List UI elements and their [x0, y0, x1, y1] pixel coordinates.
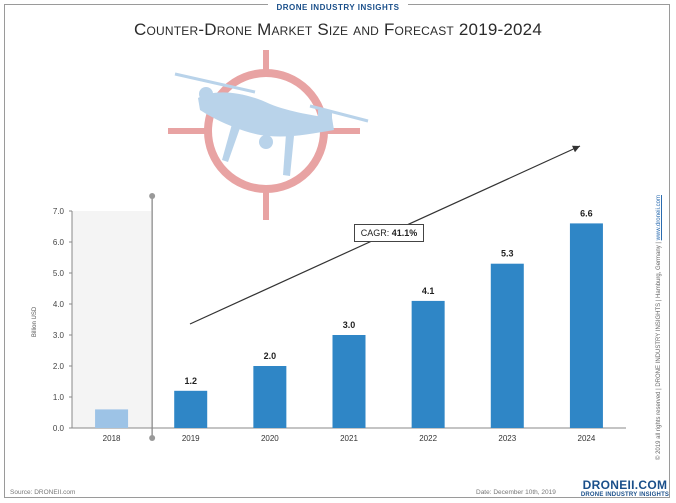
x-tick-label: 2020 [261, 434, 279, 443]
x-tick-label: 2022 [419, 434, 437, 443]
x-tick-label: 2023 [498, 434, 516, 443]
chart-bars [95, 223, 603, 428]
y-tick-label: 4.0 [53, 300, 65, 309]
chart-title: Counter-Drone Market Size and Forecast 2… [134, 20, 542, 39]
copyright-text: © 2019 all rights reserved | DRONE INDUS… [656, 242, 662, 460]
logo: DRONEII.COM DRONE INDUSTRY INSIGHTS [580, 478, 670, 498]
drone-motor [318, 110, 332, 130]
y-tick-label: 5.0 [53, 269, 65, 278]
drone-camera [259, 135, 273, 149]
drone-motor [199, 87, 213, 101]
logo-main: DRONEII.COM [582, 478, 668, 492]
y-axis-label: Billion USD [32, 306, 38, 337]
bar-2020 [253, 366, 287, 428]
cagr-label: CAGR: [360, 228, 390, 238]
cagr-value: 41.1% [391, 228, 418, 238]
data-label: 4.1 [422, 286, 435, 296]
drone-leg [283, 134, 294, 176]
brand-header-text: DRONE INDUSTRY INSIGHTS [268, 3, 408, 12]
x-tick-label: 2024 [578, 434, 596, 443]
cagr-callout: CAGR: 41.1% [354, 224, 424, 242]
bar-2019 [174, 390, 208, 428]
x-tick-label: 2021 [340, 434, 358, 443]
y-tick-label: 3.0 [53, 331, 65, 340]
x-tick-label: 2019 [182, 434, 200, 443]
bar-2022 [411, 300, 445, 428]
brand-header: DRONE INDUSTRY INSIGHTS [0, 0, 676, 15]
y-tick-label: 7.0 [53, 207, 65, 216]
bar-2024 [569, 223, 603, 428]
y-tick-label: 0.0 [53, 424, 65, 433]
data-label: 3.0 [343, 320, 356, 330]
data-label: 5.3 [501, 249, 514, 259]
x-tick-label: 2018 [103, 434, 121, 443]
source-note: Source: DRONEII.com [10, 489, 76, 496]
website-link[interactable]: www.droneii.com [656, 195, 662, 241]
drone-illustration [168, 50, 369, 220]
bar-2018 [95, 409, 129, 428]
copyright-note: © 2019 all rights reserved | DRONE INDUS… [656, 120, 668, 460]
data-label: 6.6 [580, 208, 593, 218]
y-tick-label: 2.0 [53, 362, 65, 371]
y-tick-label: 1.0 [53, 393, 65, 402]
bar-2021 [332, 335, 366, 428]
logo-sub: DRONE INDUSTRY INSIGHTS [580, 492, 670, 498]
y-tick-label: 6.0 [53, 238, 65, 247]
data-label: 2.0 [264, 351, 277, 361]
data-label: 1.2 [184, 376, 197, 386]
divider-top-dot [149, 193, 156, 199]
drone-leg [222, 124, 240, 162]
drone-rotor [309, 104, 369, 123]
historical-region [72, 211, 152, 428]
divider-bottom-dot [149, 435, 156, 441]
drone-rotor [174, 72, 256, 94]
chart-labels: 0.0 1.0 2.0 3.0 4.0 5.0 6.0 7.0 Billion USD 2018 2… [32, 207, 596, 443]
bar-2023 [490, 263, 524, 428]
date-note: Date: December 10th, 2019 [476, 489, 556, 496]
